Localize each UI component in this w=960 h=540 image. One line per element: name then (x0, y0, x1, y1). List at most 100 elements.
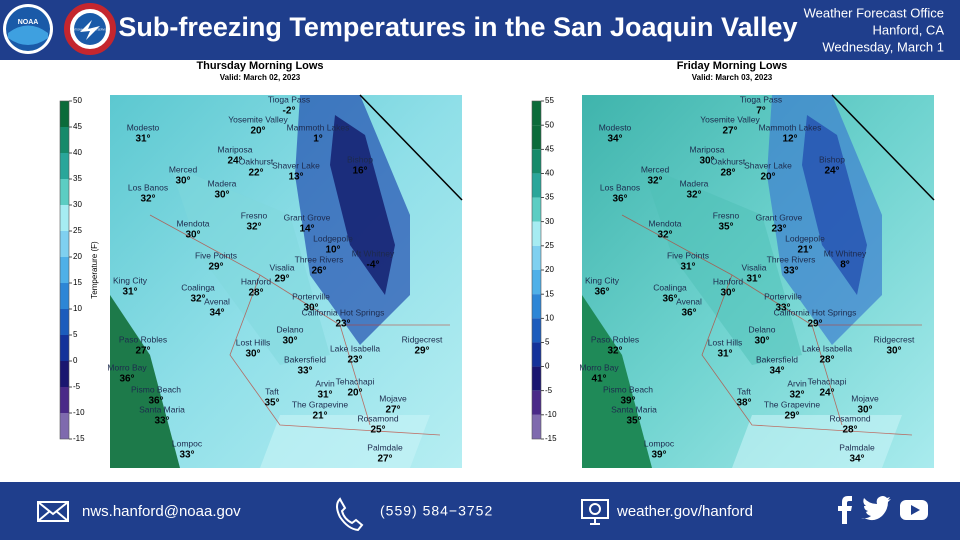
city-temp: 27° (385, 405, 400, 416)
city-name: Delano (749, 324, 776, 334)
city-name: Palmdale (367, 442, 403, 452)
city-temp: 30° (857, 405, 872, 416)
colorbar-tick-label: 55 (545, 96, 554, 105)
city-temp: 32° (789, 390, 804, 401)
city-temp: 12° (782, 134, 797, 145)
facebook-icon (838, 496, 852, 524)
colorbar-band (532, 125, 541, 150)
city-temp: 29° (274, 274, 289, 285)
city-temp: 33° (775, 303, 790, 314)
city-name: Coalinga (653, 282, 687, 292)
colorbar-tick-label: 45 (73, 122, 82, 131)
city-temp: 30° (303, 303, 318, 314)
colorbar-tick-label: -5 (545, 386, 553, 395)
colorbar-band (60, 335, 69, 361)
city-temp: 32° (607, 346, 622, 357)
city-temp: 24° (824, 166, 839, 177)
city-temp: 24° (227, 156, 242, 167)
colorbar-tick-label: 35 (73, 174, 82, 183)
colorbar-tick-label: 0 (545, 362, 550, 371)
city-name: Santa Maria (139, 404, 185, 414)
city-name: Santa Maria (611, 404, 657, 414)
colorbar-tick-label: 20 (545, 265, 554, 274)
city-name: Mariposa (218, 144, 253, 154)
colorbar-band (532, 101, 541, 126)
city-temp: 33° (297, 366, 312, 377)
city-name: Ridgecrest (402, 334, 443, 344)
city-name: Mojave (851, 393, 879, 403)
city-name: Three Rivers (295, 254, 344, 264)
city-temp: 32° (647, 176, 662, 187)
colorbar-tick-label: 5 (73, 330, 78, 339)
city-name: Madera (208, 178, 237, 188)
city-name: Oakhurst (711, 156, 746, 166)
city-temp: 32° (246, 222, 261, 233)
city-temp: 27° (722, 126, 737, 137)
city-name: Los Banos (600, 182, 640, 192)
city-name: Los Banos (128, 182, 168, 192)
colorbar-band (532, 294, 541, 319)
colorbar-tick-label: -5 (73, 382, 81, 391)
county-lines (149, 214, 450, 436)
city-temp: 28° (720, 168, 735, 179)
city-temp: 34° (769, 366, 784, 377)
city-name: Avenal (676, 296, 702, 306)
city-name: Arvin (315, 378, 335, 388)
colorbar-band (532, 173, 541, 198)
coast-region (110, 295, 180, 468)
city-name: Pismo Beach (603, 384, 653, 394)
south-cold (260, 415, 430, 468)
office-line: Weather Forecast Office (804, 5, 944, 20)
web-icon (581, 499, 609, 525)
city-temp: 21° (312, 411, 327, 422)
city-name: Delano (277, 324, 304, 334)
city-name: Grant Grove (284, 212, 331, 222)
colorbar-band (532, 149, 541, 174)
city-temp: 7° (756, 106, 766, 117)
city-temp: 29° (414, 346, 429, 357)
city-temp: 20° (347, 388, 362, 399)
city-temp: 10° (325, 245, 340, 256)
city-name: Ridgecrest (874, 334, 915, 344)
city-temp: 23° (771, 224, 786, 235)
colorbar-tick-label: 50 (73, 96, 82, 105)
city-temp: 30° (699, 156, 714, 167)
city-name: Rosamond (829, 413, 870, 423)
city-name: Five Points (667, 250, 709, 260)
header-title: Sub-freezing Temperatures in the San Joa… (118, 12, 797, 42)
city-name: Tehachapi (336, 376, 375, 386)
city-name: Morro Bay (107, 362, 147, 372)
city-temp: 39° (620, 396, 635, 407)
city-temp: 30° (754, 336, 769, 347)
city-name: Avenal (204, 296, 230, 306)
city-temp: 31° (135, 134, 150, 145)
colorbar-tick-label: -10 (73, 408, 85, 417)
city-temp: 30° (886, 346, 901, 357)
sierra-core (330, 115, 395, 295)
city-name: Arvin (787, 378, 807, 388)
city-temp: 28° (819, 355, 834, 366)
colorbar-tick-label: 25 (73, 226, 82, 235)
panel-valid: Valid: March 02, 2023 (220, 73, 301, 82)
city-name: Merced (169, 164, 198, 174)
city-temp: 27° (377, 454, 392, 465)
city-temp: 28° (248, 288, 263, 299)
city-temp: 36° (681, 308, 696, 319)
city-name: Three Rivers (767, 254, 816, 264)
city-temp: 39° (651, 450, 666, 461)
colorbar-band (532, 197, 541, 222)
city-name: Lost Hills (236, 337, 270, 347)
colorbar-tick-label: 30 (545, 217, 554, 226)
city-temp: 30° (720, 288, 735, 299)
city-temp: 33° (179, 450, 194, 461)
logo-text: NOAA (18, 19, 39, 26)
city-name: Paso Robles (119, 334, 167, 344)
city-temp: 36° (119, 374, 134, 385)
city-name: Tioga Pass (268, 94, 310, 104)
header-bar (0, 0, 960, 60)
coast-region (582, 295, 652, 468)
city-name: Mojave (379, 393, 407, 403)
colorbar-tick-label: 30 (73, 200, 82, 209)
city-name: California Hot Springs (774, 307, 857, 317)
